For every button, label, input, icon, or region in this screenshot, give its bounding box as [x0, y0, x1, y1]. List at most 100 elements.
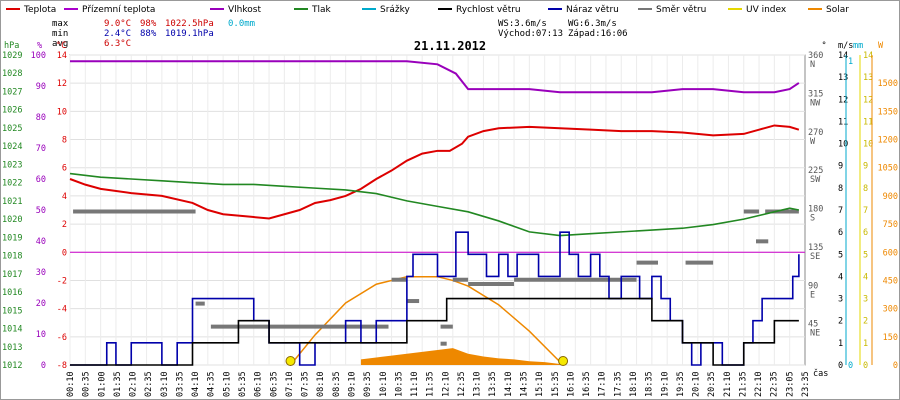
- tick-uv-11: 11: [863, 117, 873, 127]
- tick-dir-name-7: NE: [810, 329, 820, 339]
- tick-x-11: 05:35: [238, 371, 248, 397]
- tick-temp-2: -4: [57, 305, 67, 315]
- axis-unit-mm: mm: [853, 41, 863, 51]
- tick-hpa-12: 1024: [2, 142, 22, 152]
- x-axis-label: čas: [813, 368, 828, 379]
- tick-temp-11: 14: [57, 51, 67, 61]
- tick-dir-name-6: E: [810, 290, 815, 300]
- tick-ms-1: 1: [838, 339, 843, 349]
- tick-x-37: 18:35: [645, 371, 655, 397]
- series-0: [70, 60, 800, 94]
- tick-solar-2: 300: [883, 305, 898, 315]
- tick-ms-4: 4: [838, 272, 843, 282]
- tick-x-23: 11:35: [426, 371, 436, 397]
- tick-pct-0: 0: [41, 361, 46, 371]
- tick-uv-3: 3: [863, 295, 868, 305]
- tick-pct-3: 30: [36, 268, 46, 278]
- legend-label-7: Směr větru: [656, 5, 706, 15]
- legend-label-0: Teplota: [23, 5, 56, 15]
- tick-x-6: 03:10: [160, 371, 170, 397]
- tick-hpa-16: 1028: [2, 69, 22, 79]
- tick-x-31: 15:35: [551, 371, 561, 397]
- tick-ms-2: 2: [838, 317, 843, 327]
- tick-dir-name-3: SW: [810, 175, 821, 185]
- tick-pct-10: 100: [31, 51, 46, 61]
- tick-pct-6: 60: [36, 175, 46, 185]
- tick-pct-8: 80: [36, 113, 46, 123]
- tick-dir-deg-0: 360: [808, 51, 823, 61]
- tick-x-18: 09:10: [347, 371, 357, 397]
- tick-dir-name-0: N: [810, 60, 815, 70]
- tick-temp-7: 6: [62, 164, 67, 174]
- tick-x-35: 17:35: [613, 371, 623, 397]
- tick-x-15: 07:35: [301, 371, 311, 397]
- tick-x-20: 10:10: [379, 371, 389, 397]
- stats-temp-2: 6.3°C: [104, 39, 131, 49]
- tick-x-38: 19:10: [660, 371, 670, 397]
- tick-solar-3: 450: [883, 276, 898, 286]
- legend-label-6: Náraz větru: [566, 5, 619, 15]
- tick-temp-9: 10: [57, 107, 67, 117]
- sun-marker-sunrise: [285, 356, 296, 366]
- tick-dir-name-4: S: [810, 214, 815, 224]
- series-4: [70, 297, 799, 366]
- tick-uv-8: 8: [863, 184, 868, 194]
- tick-x-34: 17:10: [598, 371, 608, 397]
- tick-x-8: 04:10: [191, 371, 201, 397]
- tick-solar-4: 600: [883, 248, 898, 258]
- tick-solar-10: 1500: [878, 79, 898, 89]
- legend-label-2: Vlhkost: [228, 5, 261, 15]
- tick-x-29: 14:35: [520, 371, 530, 397]
- tick-x-32: 16:10: [566, 371, 576, 397]
- tick-x-7: 03:35: [175, 371, 185, 397]
- tick-x-25: 12:35: [457, 371, 467, 397]
- tick-uv-1: 1: [863, 339, 868, 349]
- tick-uv-14: 14: [863, 51, 873, 61]
- tick-pct-9: 90: [36, 82, 46, 92]
- tick-dir-deg-7: 45: [808, 320, 818, 330]
- axis-unit-dir: °: [821, 41, 826, 51]
- tick-x-30: 15:10: [535, 371, 545, 397]
- tick-x-39: 19:35: [676, 371, 686, 397]
- tick-uv-13: 13: [863, 73, 873, 83]
- tick-x-22: 11:10: [410, 371, 420, 397]
- tick-ms-6: 6: [838, 228, 843, 238]
- tick-pct-2: 20: [36, 299, 46, 309]
- legend-label-3: Tlak: [311, 5, 332, 15]
- axis-unit-temp: °C: [56, 41, 66, 51]
- tick-x-42: 21:10: [723, 371, 733, 397]
- tick-hpa-5: 1017: [2, 270, 22, 280]
- tick-x-26: 13:10: [473, 371, 483, 397]
- tick-hpa-8: 1020: [2, 215, 22, 225]
- wind-ws: WS:3.6m/s: [498, 19, 547, 29]
- tick-ms-14: 14: [838, 51, 848, 61]
- stats-label-1: min: [52, 29, 68, 39]
- tick-x-17: 08:35: [332, 371, 342, 397]
- tick-x-0: 00:10: [66, 371, 76, 397]
- axis-unit-hpa: hPa: [4, 41, 19, 51]
- legend-label-4: Srážky: [380, 5, 411, 15]
- tick-temp-4: 0: [62, 248, 67, 258]
- tick-x-44: 22:10: [754, 371, 764, 397]
- tick-x-12: 06:10: [254, 371, 264, 397]
- tick-x-4: 02:10: [129, 371, 139, 397]
- tick-x-9: 04:35: [207, 371, 217, 397]
- tick-dir-deg-3: 225: [808, 166, 823, 176]
- wind-wg: WG:6.3m/s: [568, 19, 617, 29]
- legend-label-8: UV index: [746, 5, 787, 15]
- stats-label-0: max: [52, 19, 69, 29]
- tick-temp-3: -2: [57, 276, 67, 286]
- tick-uv-12: 12: [863, 95, 873, 105]
- tick-ms-3: 3: [838, 295, 843, 305]
- stats-hum-0: 98%: [140, 19, 157, 29]
- tick-solar-8: 1200: [878, 136, 898, 146]
- tick-ms-10: 10: [838, 140, 848, 150]
- tick-x-45: 22:35: [770, 371, 780, 397]
- legend-label-5: Rychlost větru: [456, 5, 521, 15]
- tick-dir-deg-2: 270: [808, 128, 823, 138]
- tick-dir-deg-5: 135: [808, 243, 823, 253]
- series-3: [70, 231, 800, 366]
- tick-pct-7: 70: [36, 144, 46, 154]
- tick-hpa-0: 1012: [2, 361, 22, 371]
